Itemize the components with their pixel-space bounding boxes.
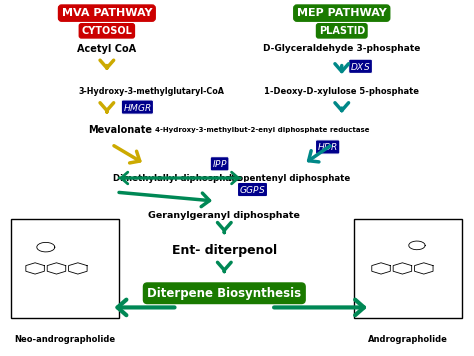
Text: Isopentenyl diphosphate: Isopentenyl diphosphate xyxy=(229,173,351,183)
Text: $\it{IPP}$: $\it{IPP}$ xyxy=(212,158,228,169)
Text: Geranylgeranyl diphosphate: Geranylgeranyl diphosphate xyxy=(148,211,300,220)
Text: Neo-andrographolide: Neo-andrographolide xyxy=(14,335,115,344)
Text: Dimethylallyl diphosphate: Dimethylallyl diphosphate xyxy=(113,173,241,183)
Text: Ent- diterpenol: Ent- diterpenol xyxy=(172,244,277,257)
Text: Acetyl CoA: Acetyl CoA xyxy=(77,43,137,53)
Text: $\it{DXS}$: $\it{DXS}$ xyxy=(350,61,371,72)
Text: D-Glyceraldehyde 3-phosphate: D-Glyceraldehyde 3-phosphate xyxy=(263,44,420,53)
Text: $\it{HDR}$: $\it{HDR}$ xyxy=(317,141,338,152)
Text: Diterpene Biosynthesis: Diterpene Biosynthesis xyxy=(147,287,301,300)
Text: 3-Hydroxy-3-methylglutaryl-CoA: 3-Hydroxy-3-methylglutaryl-CoA xyxy=(79,87,225,96)
Text: CYTOSOL: CYTOSOL xyxy=(82,26,132,36)
Text: Andrographolide: Andrographolide xyxy=(368,335,447,344)
FancyBboxPatch shape xyxy=(10,219,118,318)
FancyBboxPatch shape xyxy=(354,219,462,318)
Text: MEP PATHWAY: MEP PATHWAY xyxy=(297,8,387,18)
Text: $\it{GGPS}$: $\it{GGPS}$ xyxy=(239,184,266,195)
Text: Mevalonate: Mevalonate xyxy=(88,125,152,135)
Text: MVA PATHWAY: MVA PATHWAY xyxy=(62,8,152,18)
Text: 4-Hydroxy-3-methylbut-2-enyl diphosphate reductase: 4-Hydroxy-3-methylbut-2-enyl diphosphate… xyxy=(155,127,369,133)
Text: $\it{HMGR}$: $\it{HMGR}$ xyxy=(123,101,152,112)
Text: PLASTID: PLASTID xyxy=(319,26,365,36)
Text: 1-Deoxy-D-xylulose 5-phosphate: 1-Deoxy-D-xylulose 5-phosphate xyxy=(264,87,419,96)
